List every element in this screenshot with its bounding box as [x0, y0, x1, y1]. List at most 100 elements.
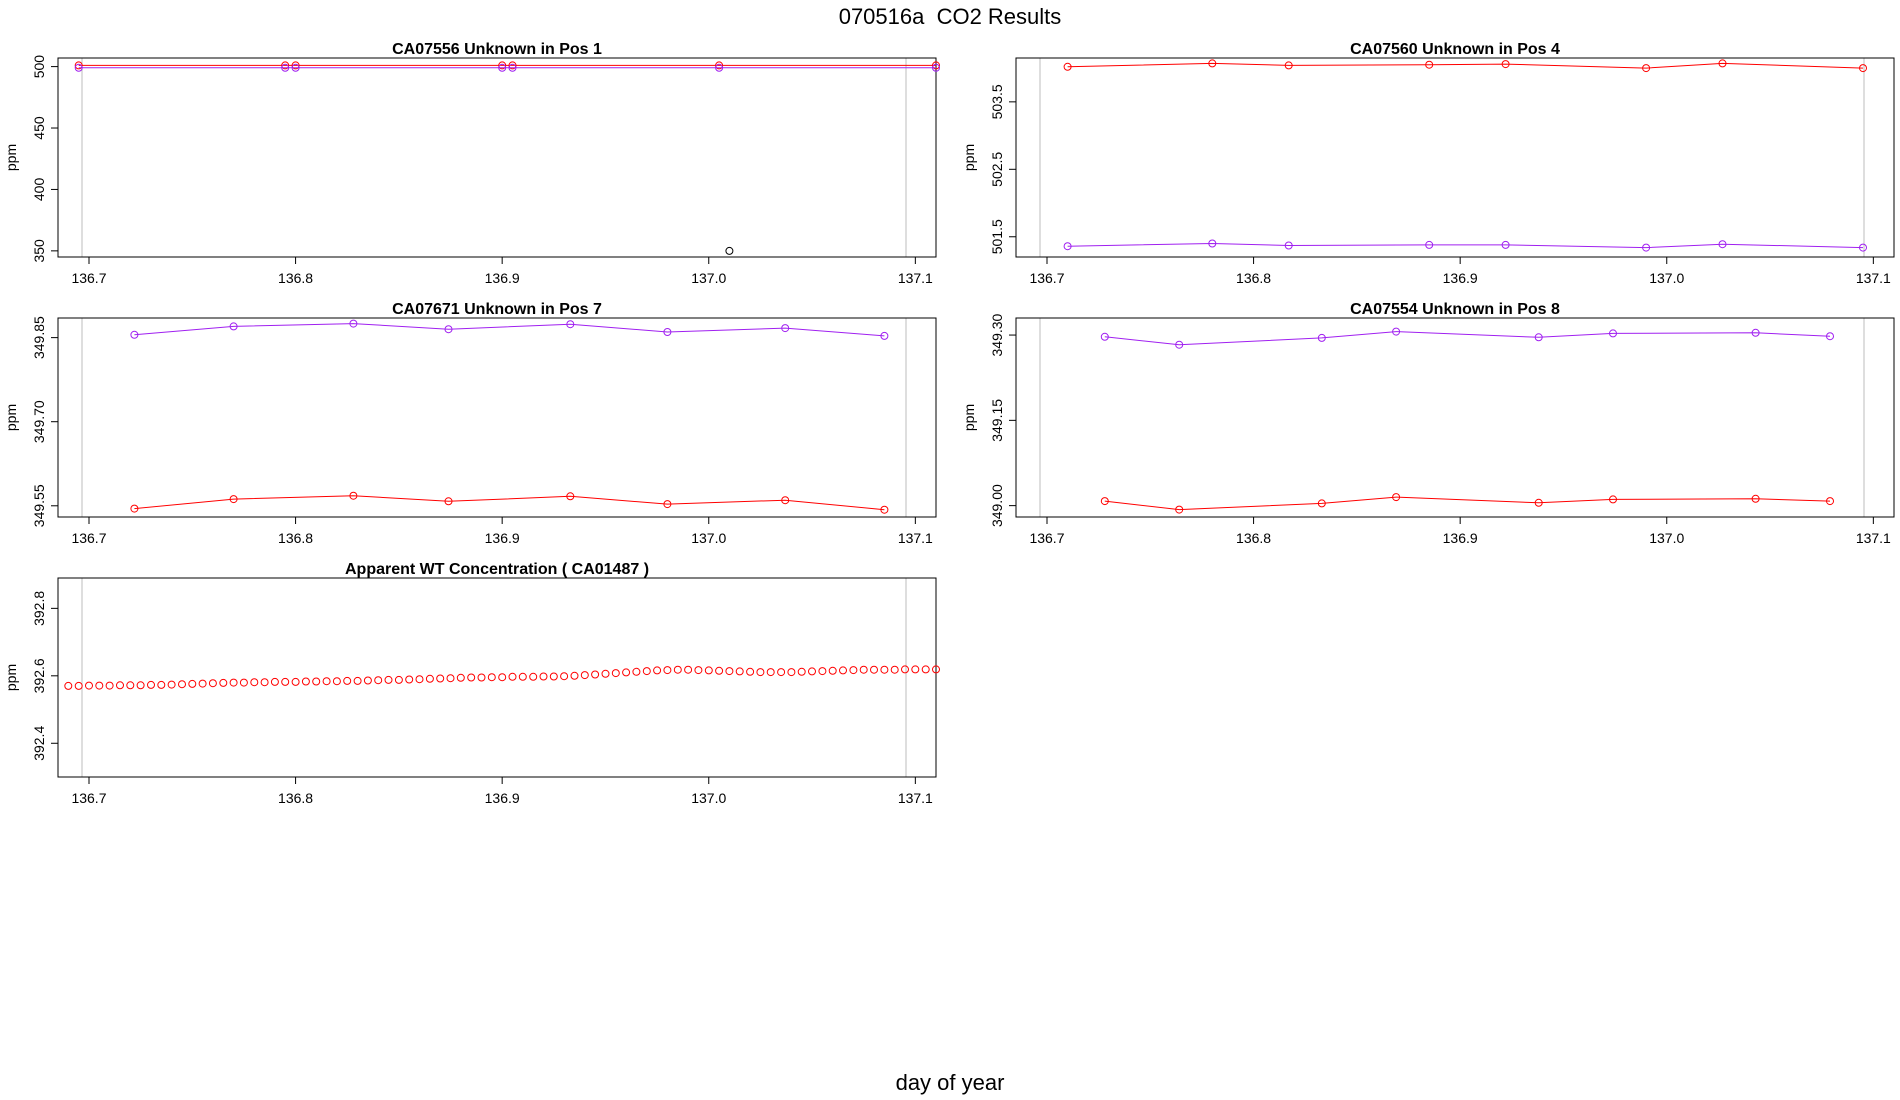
data-point [518, 672, 527, 681]
x-tick-label: 136.8 [1236, 270, 1271, 286]
data-point [167, 680, 176, 689]
data-point [1609, 495, 1617, 504]
data-point [756, 668, 765, 677]
data-point [1642, 243, 1651, 252]
series-line [134, 323, 885, 337]
x-tick-label: 136.7 [1029, 270, 1064, 286]
data-point [673, 665, 682, 674]
data-point [363, 676, 372, 685]
data-point [781, 324, 790, 333]
data-point [74, 63, 83, 72]
plot-frame [1015, 317, 1895, 518]
x-tick-label: 137.1 [1856, 270, 1891, 286]
plot-frame [57, 317, 937, 518]
y-tick-label: 392.4 [31, 726, 47, 761]
data-point [580, 671, 589, 680]
data-point [1751, 328, 1760, 337]
data-point [415, 675, 424, 684]
data-point [735, 667, 744, 676]
data-point [188, 679, 197, 688]
x-tick-label: 137.0 [691, 270, 726, 286]
data-point [343, 676, 352, 685]
x-tick-label: 136.9 [1443, 530, 1478, 546]
data-point [436, 674, 445, 683]
data-point [787, 668, 796, 677]
data-point [291, 61, 300, 70]
x-tick-label: 137.0 [1649, 270, 1684, 286]
data-point [880, 665, 889, 674]
x-tick-label: 137.1 [898, 270, 933, 286]
data-point [229, 678, 238, 687]
y-tick-label: 500 [31, 55, 47, 79]
y-tick-label: 350 [31, 239, 47, 263]
data-point [1063, 62, 1072, 71]
data-point [405, 675, 414, 684]
data-point [498, 61, 507, 70]
data-point [704, 666, 713, 675]
x-tick-label: 137.0 [691, 790, 726, 806]
data-point [921, 665, 930, 674]
panel-title: CA07554 Unknown in Pos 8 [1350, 301, 1560, 318]
data-point [353, 676, 362, 685]
data-point [281, 61, 290, 70]
x-axis-label: day of year [895, 1070, 1005, 1095]
data-point [508, 61, 517, 70]
data-point [467, 673, 476, 682]
data-point [932, 61, 940, 70]
data-point [1859, 64, 1867, 73]
y-tick-label: 450 [31, 116, 47, 140]
data-point [349, 491, 358, 500]
data-point [663, 328, 672, 336]
data-point [1100, 497, 1109, 506]
data-point [808, 667, 816, 676]
data-point [777, 668, 786, 677]
data-point [932, 63, 940, 72]
data-point [74, 61, 83, 70]
data-point [1751, 494, 1760, 503]
data-point [781, 496, 790, 505]
data-point [1826, 497, 1834, 506]
data-point [301, 677, 310, 686]
data-point [446, 674, 455, 683]
data-point [611, 669, 620, 678]
data-point [632, 667, 641, 676]
data-point [219, 678, 228, 687]
data-point [797, 667, 806, 676]
data-point [312, 677, 321, 686]
data-point [818, 667, 827, 676]
data-point [425, 674, 434, 683]
data-point [1718, 240, 1727, 249]
data-point [684, 665, 693, 674]
data-point [566, 320, 575, 329]
data-point [1317, 333, 1326, 342]
data-point [529, 672, 538, 681]
data-point [849, 666, 858, 675]
series-line [1104, 496, 1831, 511]
data-point [74, 681, 83, 690]
data-point [591, 670, 600, 679]
data-point [1501, 240, 1510, 249]
data-point [116, 681, 124, 690]
y-axis-label: ppm [3, 144, 19, 171]
x-tick-label: 136.9 [485, 270, 520, 286]
x-tick-label: 136.7 [1029, 530, 1064, 546]
data-point [601, 669, 610, 678]
data-point [1208, 59, 1217, 68]
y-axis-label: ppm [3, 664, 19, 691]
data-point [281, 63, 290, 72]
panel-4: CA07554 Unknown in Pos 8 136.7 136.8 136.9 1… [961, 301, 1895, 546]
data-point [1317, 499, 1326, 508]
series-line [1067, 62, 1864, 69]
data-point [477, 673, 486, 682]
data-point [1284, 61, 1293, 70]
x-tick-label: 136.7 [71, 790, 106, 806]
data-point [178, 680, 186, 689]
data-point [642, 667, 651, 676]
data-point [725, 246, 734, 255]
data-point [1284, 241, 1293, 250]
series-line [134, 495, 885, 511]
data-point [539, 672, 548, 681]
data-point [332, 677, 341, 686]
data-point [1208, 239, 1217, 248]
data-point [136, 681, 145, 690]
